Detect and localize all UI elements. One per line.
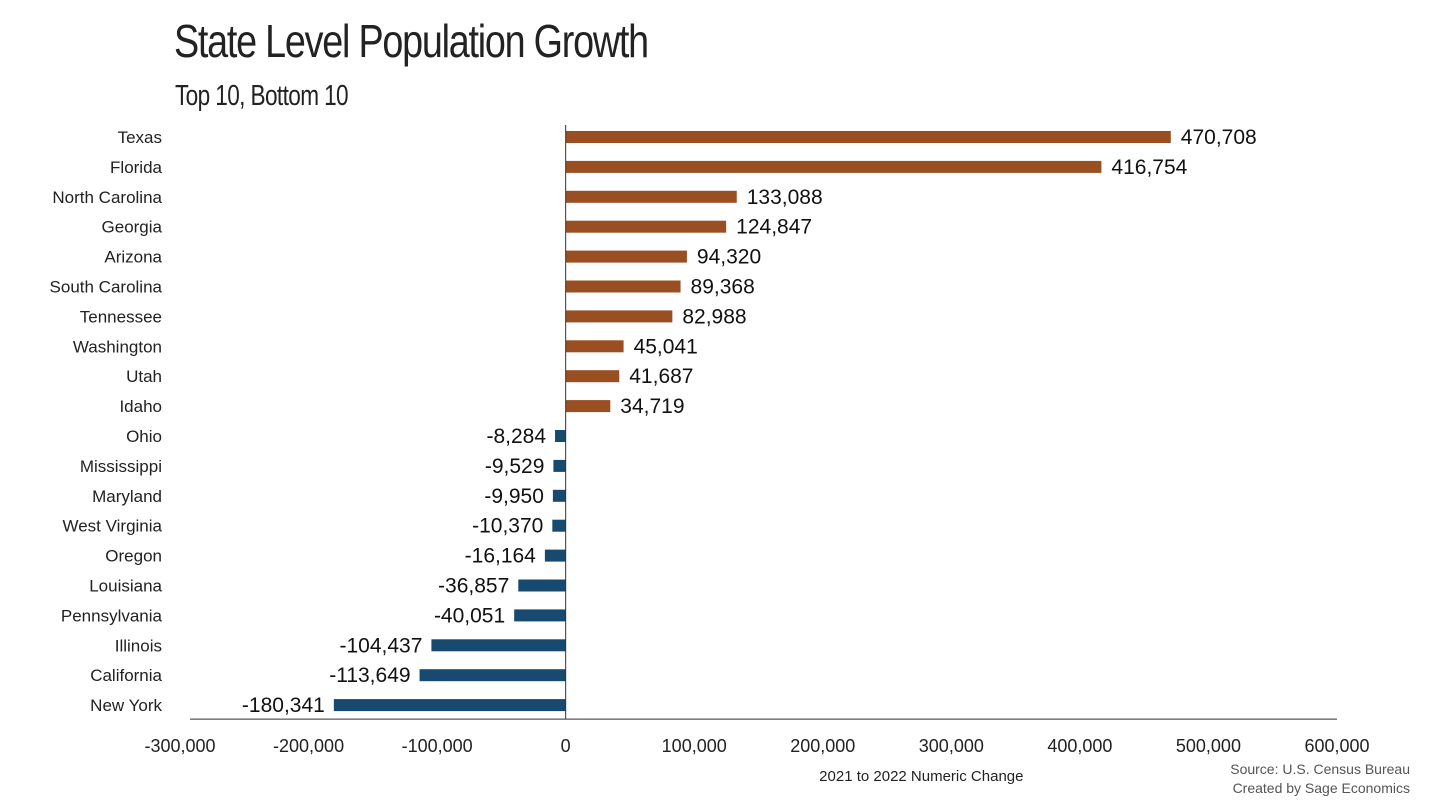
category-label-idaho: Idaho xyxy=(119,397,162,416)
category-label-california: California xyxy=(90,666,162,685)
x-tick-label: 600,000 xyxy=(1304,736,1369,756)
x-tick-label: 0 xyxy=(561,736,571,756)
value-label-washington: 45,041 xyxy=(634,335,698,358)
bar-texas xyxy=(565,131,1171,143)
value-label-oregon: -16,164 xyxy=(465,545,537,568)
value-label-california: -113,649 xyxy=(329,664,410,687)
value-label-louisiana: -36,857 xyxy=(438,575,509,598)
category-label-louisiana: Louisiana xyxy=(89,577,162,596)
bar-arizona xyxy=(565,250,687,263)
category-label-south-carolina: South Carolina xyxy=(50,278,163,297)
x-axis-label: 2021 to 2022 Numeric Change xyxy=(819,768,1023,785)
category-label-florida: Florida xyxy=(110,158,163,177)
value-label-georgia: 124,847 xyxy=(736,216,812,239)
category-label-west-virginia: West Virginia xyxy=(62,517,162,536)
bar-north-carolina xyxy=(565,190,737,203)
category-label-tennessee: Tennessee xyxy=(80,307,162,326)
bar-illinois xyxy=(431,639,566,652)
category-label-new-york: New York xyxy=(90,696,162,715)
x-tick-label: -300,000 xyxy=(144,736,215,756)
value-label-utah: 41,687 xyxy=(629,365,693,388)
value-label-pennsylvania: -40,051 xyxy=(434,604,505,627)
category-label-maryland: Maryland xyxy=(92,487,162,506)
value-label-new-york: -180,341 xyxy=(242,694,325,717)
bar-florida xyxy=(565,160,1102,173)
category-labels: Texas Florida North Carolina Georgia Arizona… xyxy=(50,128,163,715)
value-label-ohio: -8,284 xyxy=(486,425,546,448)
bar-washington xyxy=(565,340,624,353)
x-tick-label: 500,000 xyxy=(1176,736,1241,756)
value-label-texas: 470,708 xyxy=(1181,126,1257,149)
created-by-line: Created by Sage Economics xyxy=(1232,780,1410,796)
value-label-idaho: 34,719 xyxy=(620,395,684,418)
x-tick-labels: -300,000 -200,000 -100,000 0 100,000 200,000 3… xyxy=(144,736,1369,756)
bar-pennsylvania xyxy=(514,609,566,622)
bar-tennessee xyxy=(565,310,673,323)
bar-louisiana xyxy=(518,579,566,592)
value-label-florida: 416,754 xyxy=(1111,156,1187,179)
bar-mississippi xyxy=(553,459,566,472)
value-labels: 470,708 416,754 133,088 124,847 94,320 89,368… xyxy=(242,126,1257,717)
bar-maryland xyxy=(552,489,566,502)
category-label-utah: Utah xyxy=(126,367,162,386)
category-label-arizona: Arizona xyxy=(104,248,162,267)
value-label-north-carolina: 133,088 xyxy=(747,186,823,209)
x-tick-label: 300,000 xyxy=(919,736,984,756)
source-note: Source: U.S. Census Bureau Created by Sa… xyxy=(1230,760,1410,798)
bar-new-york xyxy=(333,699,566,712)
category-label-illinois: Illinois xyxy=(115,636,162,655)
x-tick-label: 100,000 xyxy=(662,736,727,756)
value-label-south-carolina: 89,368 xyxy=(691,276,755,299)
x-tick-label: -100,000 xyxy=(402,736,473,756)
value-label-arizona: 94,320 xyxy=(697,246,761,269)
value-label-mississippi: -9,529 xyxy=(485,455,545,478)
category-label-washington: Washington xyxy=(73,337,162,356)
bar-georgia xyxy=(565,220,727,233)
bar-west-virginia xyxy=(552,519,566,532)
value-label-maryland: -9,950 xyxy=(484,485,544,508)
value-label-tennessee: 82,988 xyxy=(682,305,746,328)
value-label-west-virginia: -10,370 xyxy=(472,515,543,538)
value-label-illinois: -104,437 xyxy=(340,634,423,657)
bar-south-carolina xyxy=(565,280,681,293)
category-label-pennsylvania: Pennsylvania xyxy=(61,606,163,625)
source-line: Source: U.S. Census Bureau xyxy=(1230,761,1410,777)
category-label-mississippi: Mississippi xyxy=(80,457,162,476)
bar-ohio xyxy=(555,430,566,442)
x-tick-label: 200,000 xyxy=(790,736,855,756)
category-label-north-carolina: North Carolina xyxy=(52,188,162,207)
bars-group xyxy=(333,131,1171,712)
x-tick-label: -200,000 xyxy=(273,736,344,756)
bar-california xyxy=(419,669,566,682)
category-label-oregon: Oregon xyxy=(105,547,162,566)
bar-oregon xyxy=(544,549,566,562)
bar-utah xyxy=(565,370,620,383)
category-label-georgia: Georgia xyxy=(102,218,163,237)
category-label-texas: Texas xyxy=(118,128,162,147)
x-tick-label: 400,000 xyxy=(1047,736,1112,756)
bar-idaho xyxy=(565,400,611,413)
chart-title: State Level Population Growth xyxy=(174,15,649,67)
category-label-ohio: Ohio xyxy=(126,427,162,446)
chart-subtitle: Top 10, Bottom 10 xyxy=(175,80,349,112)
